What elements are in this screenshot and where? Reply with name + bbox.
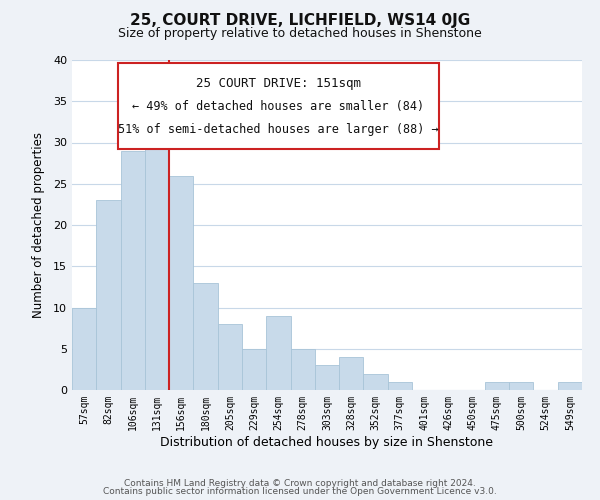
- Bar: [290, 349, 315, 390]
- Bar: [509, 382, 533, 390]
- Bar: [193, 283, 218, 390]
- Bar: [121, 151, 145, 390]
- Bar: [485, 382, 509, 390]
- Text: ← 49% of detached houses are smaller (84): ← 49% of detached houses are smaller (84…: [133, 100, 425, 112]
- Bar: [169, 176, 193, 390]
- Bar: [364, 374, 388, 390]
- Text: 25 COURT DRIVE: 151sqm: 25 COURT DRIVE: 151sqm: [196, 76, 361, 90]
- Bar: [218, 324, 242, 390]
- Bar: [96, 200, 121, 390]
- Bar: [339, 357, 364, 390]
- Bar: [242, 349, 266, 390]
- Bar: [72, 308, 96, 390]
- Text: 25, COURT DRIVE, LICHFIELD, WS14 0JG: 25, COURT DRIVE, LICHFIELD, WS14 0JG: [130, 12, 470, 28]
- Text: Contains public sector information licensed under the Open Government Licence v3: Contains public sector information licen…: [103, 487, 497, 496]
- Text: 51% of semi-detached houses are larger (88) →: 51% of semi-detached houses are larger (…: [118, 122, 439, 136]
- Text: Contains HM Land Registry data © Crown copyright and database right 2024.: Contains HM Land Registry data © Crown c…: [124, 478, 476, 488]
- Text: Size of property relative to detached houses in Shenstone: Size of property relative to detached ho…: [118, 28, 482, 40]
- X-axis label: Distribution of detached houses by size in Shenstone: Distribution of detached houses by size …: [161, 436, 493, 448]
- Y-axis label: Number of detached properties: Number of detached properties: [32, 132, 44, 318]
- FancyBboxPatch shape: [118, 64, 439, 149]
- Bar: [266, 316, 290, 390]
- Bar: [388, 382, 412, 390]
- Bar: [145, 126, 169, 390]
- Bar: [315, 365, 339, 390]
- Bar: [558, 382, 582, 390]
